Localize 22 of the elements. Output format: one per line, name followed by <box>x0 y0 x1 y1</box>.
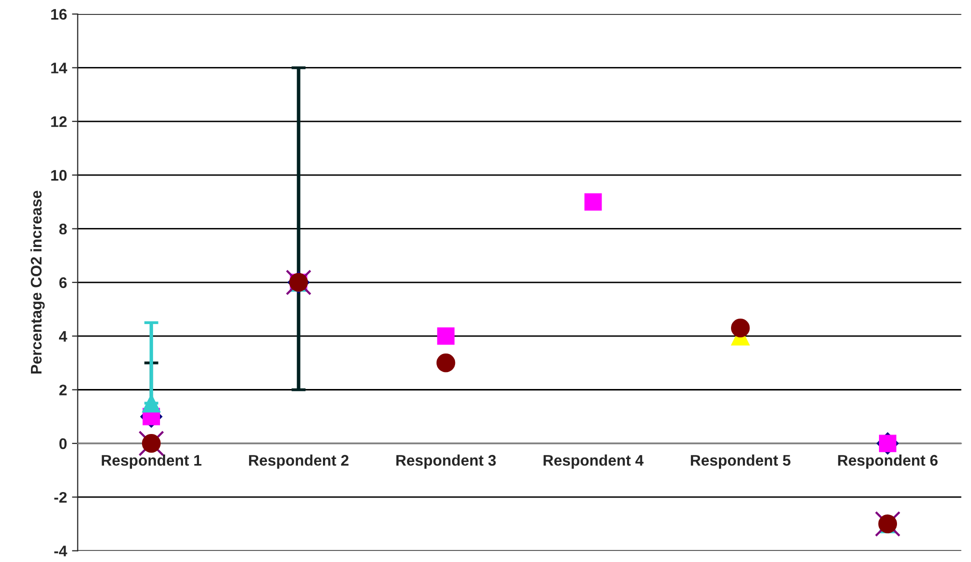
x-tick-label: Respondent 5 <box>690 454 790 469</box>
y-tick-label: 8 <box>59 224 67 234</box>
y-tick-label: 14 <box>51 62 68 74</box>
y-tick-label: 16 <box>51 8 67 20</box>
y-tick-label: 0 <box>59 438 67 450</box>
point <box>437 327 455 345</box>
y-tick-label: 10 <box>51 170 67 181</box>
x-tick-label: Respondent 3 <box>396 454 496 469</box>
y-tick-label: 2 <box>59 384 67 396</box>
x-tick-label: Respondent 6 <box>838 454 938 469</box>
x-tick-label: Respondent 2 <box>249 454 348 469</box>
y-tick-label: 12 <box>51 116 67 127</box>
y-tick-label: 4 <box>59 331 68 342</box>
point <box>436 354 456 372</box>
y-tick-label: 6 <box>59 277 67 288</box>
point <box>584 193 602 211</box>
y-axis-title: Percentage CO2 increase <box>30 190 45 374</box>
y-tick-label: -2 <box>54 492 67 503</box>
point <box>731 318 750 338</box>
y-tick-label: -4 <box>54 546 68 556</box>
x-tick-label: Respondent 1 <box>102 454 202 469</box>
x-tick-label: Respondent 4 <box>544 454 644 469</box>
